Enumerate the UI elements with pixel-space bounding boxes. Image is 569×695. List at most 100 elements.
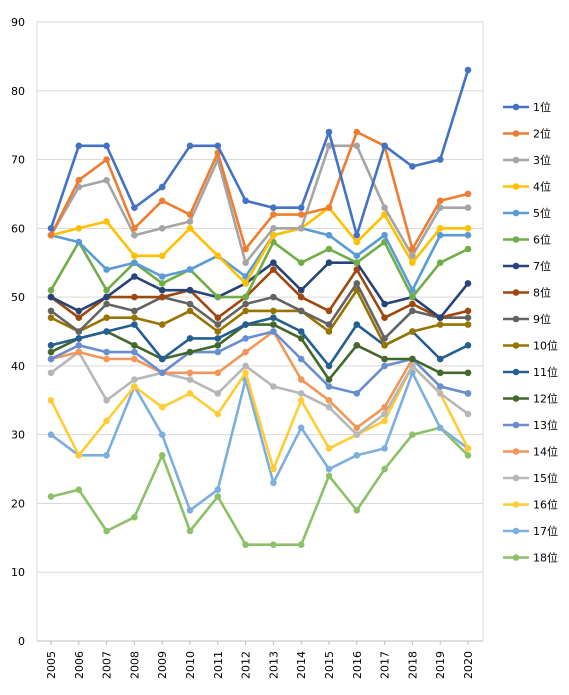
legend-label: 11位 bbox=[533, 365, 558, 379]
data-point bbox=[436, 355, 444, 363]
legend-item: 13位 bbox=[503, 418, 558, 432]
series-line bbox=[49, 350, 470, 437]
data-point bbox=[353, 231, 361, 239]
legend-swatch-marker bbox=[512, 421, 520, 429]
data-point bbox=[297, 225, 305, 232]
x-tick-label: 2006 bbox=[73, 651, 86, 679]
data-point bbox=[464, 190, 472, 198]
data-point bbox=[242, 362, 249, 370]
data-point bbox=[158, 183, 166, 191]
data-point bbox=[409, 307, 416, 315]
data-point bbox=[353, 431, 361, 439]
series-line bbox=[49, 144, 470, 265]
data-point bbox=[47, 397, 55, 404]
data-point bbox=[381, 410, 388, 418]
data-point bbox=[214, 410, 222, 418]
data-point bbox=[47, 307, 55, 315]
y-tick-label: 80 bbox=[11, 85, 25, 98]
data-point bbox=[381, 342, 388, 349]
legend-label: 17位 bbox=[533, 524, 558, 538]
data-point bbox=[464, 204, 472, 211]
series-line bbox=[49, 130, 470, 251]
data-point bbox=[214, 142, 222, 150]
legend-label: 6位 bbox=[533, 233, 551, 247]
data-point bbox=[353, 321, 361, 328]
y-tick-label: 90 bbox=[11, 16, 25, 29]
data-point bbox=[158, 197, 166, 205]
series-line bbox=[49, 330, 470, 430]
data-point bbox=[103, 286, 110, 294]
x-tick-label: 2011 bbox=[212, 651, 225, 679]
data-point bbox=[464, 369, 472, 377]
legend-item: 11位 bbox=[503, 365, 558, 379]
data-point bbox=[242, 541, 249, 548]
series-line bbox=[49, 68, 470, 237]
series-line bbox=[49, 240, 470, 299]
data-point bbox=[158, 403, 166, 411]
data-point bbox=[297, 541, 305, 548]
data-point bbox=[353, 424, 361, 432]
data-point bbox=[75, 307, 83, 315]
data-point bbox=[158, 286, 166, 294]
data-point bbox=[436, 156, 444, 163]
legend-item: 4位 bbox=[503, 180, 551, 194]
data-point bbox=[381, 445, 388, 452]
data-point bbox=[325, 259, 333, 267]
data-point bbox=[186, 527, 194, 535]
series-9 bbox=[47, 280, 472, 342]
data-point bbox=[270, 211, 277, 218]
data-point bbox=[75, 335, 83, 342]
data-point bbox=[297, 355, 305, 363]
data-point bbox=[158, 431, 166, 439]
data-point bbox=[297, 286, 305, 294]
series-line bbox=[49, 227, 470, 292]
data-point bbox=[325, 142, 333, 150]
series-line bbox=[49, 330, 470, 395]
data-point bbox=[325, 231, 333, 239]
data-point bbox=[297, 259, 305, 267]
y-tick-label: 10 bbox=[11, 566, 25, 579]
data-point bbox=[47, 369, 55, 377]
legend-item: 6位 bbox=[503, 233, 551, 247]
data-point bbox=[131, 383, 138, 390]
data-point bbox=[242, 300, 249, 308]
x-tick-label: 2009 bbox=[156, 651, 169, 679]
data-point bbox=[381, 204, 388, 211]
data-point bbox=[436, 225, 444, 232]
x-tick-label: 2014 bbox=[295, 651, 308, 679]
data-point bbox=[158, 452, 166, 459]
data-point bbox=[242, 245, 249, 253]
legend-label: 8位 bbox=[533, 286, 551, 300]
data-point bbox=[381, 417, 388, 425]
data-point bbox=[297, 211, 305, 218]
data-point bbox=[75, 225, 83, 232]
legend-label: 10位 bbox=[533, 339, 558, 353]
data-point bbox=[158, 369, 166, 377]
x-tick-label: 2005 bbox=[45, 651, 58, 679]
y-tick-label: 0 bbox=[18, 635, 25, 648]
data-point bbox=[464, 231, 472, 239]
legend-label: 16位 bbox=[533, 498, 558, 512]
data-point bbox=[186, 348, 194, 356]
legend-label: 7位 bbox=[533, 259, 551, 273]
data-point bbox=[75, 328, 83, 335]
data-point bbox=[325, 245, 333, 253]
data-point bbox=[214, 321, 222, 328]
series-10 bbox=[47, 286, 472, 349]
data-point bbox=[186, 376, 194, 383]
data-point bbox=[297, 328, 305, 335]
data-point bbox=[381, 231, 388, 239]
data-point bbox=[381, 403, 388, 411]
series-2 bbox=[47, 128, 472, 253]
x-tick-label: 2010 bbox=[184, 651, 197, 679]
x-tick-label: 2018 bbox=[406, 651, 419, 679]
data-point bbox=[353, 142, 361, 150]
legend-swatch-marker bbox=[512, 236, 520, 243]
legend-swatch-marker bbox=[512, 368, 520, 376]
y-tick-label: 30 bbox=[11, 429, 25, 442]
data-point bbox=[270, 293, 277, 301]
data-point bbox=[103, 156, 110, 163]
data-point bbox=[381, 355, 388, 363]
data-point bbox=[381, 142, 388, 150]
